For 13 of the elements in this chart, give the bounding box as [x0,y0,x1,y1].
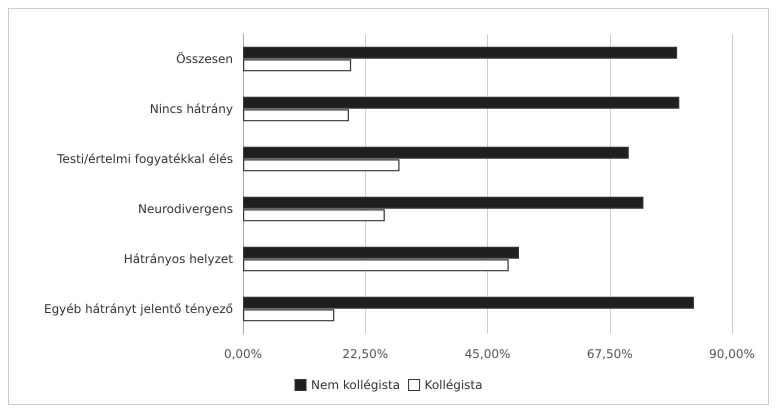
x-tick-label: 0,00% [224,347,262,361]
y-tick-label: Testi/értelmi fogyatékkal élés [56,152,233,166]
y-tick-label: Összesen [176,52,233,66]
legend-label: Nem kollégista [311,378,400,392]
x-tick-label: 90,00% [709,347,755,361]
legend-label: Kollégista [424,378,482,392]
y-tick-label: Nincs hátrány [150,102,233,116]
x-tick-label: 22,50% [342,347,388,361]
y-tick-label: Neurodivergens [138,202,233,216]
y-tick-label: Egyéb hátrányt jelentő tényező [44,302,233,316]
x-tick-label: 67,50% [586,347,633,361]
y-tick-label: Hátrányos helyzet [124,252,234,266]
x-tick-label: 45,00% [464,347,510,361]
